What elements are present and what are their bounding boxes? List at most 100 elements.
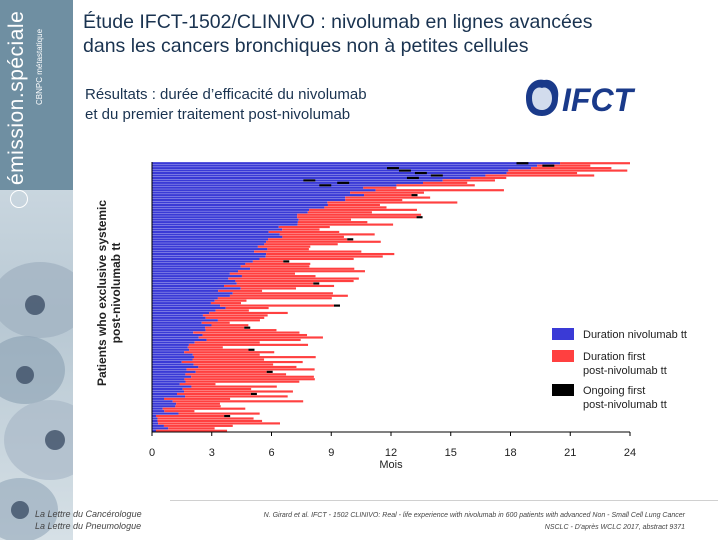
ongoing-marker [542,164,555,167]
nivolumab-bar [152,375,192,378]
ongoing-marker [244,326,251,329]
legend-swatch [552,384,574,396]
post-nivolumab-bar [198,365,297,369]
nivolumab-bar [152,410,165,413]
nivolumab-bar [152,402,177,405]
nivolumab-bar [152,299,215,302]
nivolumab-bar [152,277,229,280]
nivolumab-bar [152,338,207,342]
post-nivolumab-bar [422,181,468,184]
legend-label: Duration first [583,351,645,363]
post-nivolumab-bar [282,228,320,231]
post-nivolumab-bar [211,324,249,327]
post-nivolumab-bar [235,279,354,283]
nivolumab-bar [152,208,310,211]
sidebar-band [0,0,73,190]
post-nivolumab-bar [193,363,274,366]
nivolumab-bar [152,363,194,366]
nivolumab-bar [152,289,219,292]
nivolumab-bar [152,405,176,408]
nivolumab-bar [152,348,190,351]
post-nivolumab-bar [297,223,394,226]
nivolumab-bar [152,243,265,246]
footer-ref-2: NSCLC - D'après WCLC 2017, abstract 9371 [544,524,685,531]
nivolumab-bar [152,216,298,219]
post-nivolumab-bar [186,368,315,371]
post-nivolumab-bar [193,356,316,359]
post-nivolumab-bar [193,331,300,334]
nivolumab-bar [152,380,186,383]
post-nivolumab-bar [206,338,301,342]
nivolumab-bar [152,169,509,172]
post-nivolumab-bar [168,427,215,430]
nivolumab-bar [152,294,230,297]
x-tick-label: 18 [504,447,516,459]
nivolumab-bar [152,179,443,182]
post-nivolumab-bar [278,225,330,229]
nivolumab-bar [152,196,346,199]
nivolumab-bar [152,292,233,295]
post-nivolumab-bar [307,211,372,214]
legend-label-line-2: post-nivolumab tt [583,365,667,377]
post-nivolumab-bar [162,407,246,410]
nivolumab-bar [152,203,328,207]
nivolumab-bar [152,390,185,393]
nivolumab-bar [152,385,192,388]
post-nivolumab-bar [229,272,295,275]
nivolumab-bar [152,287,241,290]
post-nivolumab-bar [266,252,395,256]
footer-divider [170,500,718,501]
logo-text: IFCT [562,82,636,118]
nivolumab-bar [152,356,194,359]
nivolumab-bar [152,221,298,224]
nivolumab-bar [152,414,156,418]
nivolumab-bar [152,360,182,364]
nivolumab-bar [152,378,185,381]
nivolumab-bar [152,233,280,236]
nivolumab-bar [152,201,328,204]
nivolumab-bar [152,331,194,334]
legend-label: Ongoing first [583,385,645,397]
nivolumab-bar [152,191,351,194]
nivolumab-bar [152,314,203,317]
subtitle-line-2: et du premier traitement post-nivolumab [85,106,351,123]
post-nivolumab-bar [241,275,316,278]
nivolumab-bar [152,248,268,251]
post-nivolumab-bar [181,360,303,364]
legend-label-line-2: post-nivolumab tt [583,399,667,411]
nivolumab-bar [152,346,188,349]
nivolumab-bar [152,319,218,322]
post-nivolumab-bar [252,260,284,263]
ongoing-marker [398,169,411,172]
nivolumab-bar [152,343,189,346]
nivolumab-bar [152,392,178,396]
post-nivolumab-bar [531,167,612,170]
post-nivolumab-bar [297,216,417,219]
nivolumab-bar [152,174,486,177]
post-nivolumab-bar [189,348,249,351]
ongoing-marker [411,194,418,197]
nivolumab-bar [152,279,236,283]
post-nivolumab-bar [363,186,397,189]
nivolumab-bar [152,417,158,420]
post-nivolumab-bar [205,329,277,332]
post-nivolumab-bar [205,326,245,329]
post-nivolumab-bar [191,385,277,388]
nivolumab-bar [152,412,179,415]
nivolumab-bar [152,225,279,229]
x-axis-label: Mois [379,459,403,471]
post-nivolumab-bar [396,184,475,187]
x-tick-label: 24 [624,447,636,459]
nivolumab-bar [152,194,365,197]
nivolumab-bar [152,211,308,214]
ongoing-marker [414,171,427,175]
post-nivolumab-bar [224,284,335,288]
post-nivolumab-bar [176,402,220,405]
post-nivolumab-bar [364,194,412,197]
post-nivolumab-bar [157,417,254,420]
post-nivolumab-bar [157,419,263,423]
ongoing-marker [337,181,350,184]
ongoing-marker [333,304,340,307]
nivolumab-bar [152,171,507,175]
sidebar-banner: émission.spéciale CBNPC métastatique [0,0,73,540]
